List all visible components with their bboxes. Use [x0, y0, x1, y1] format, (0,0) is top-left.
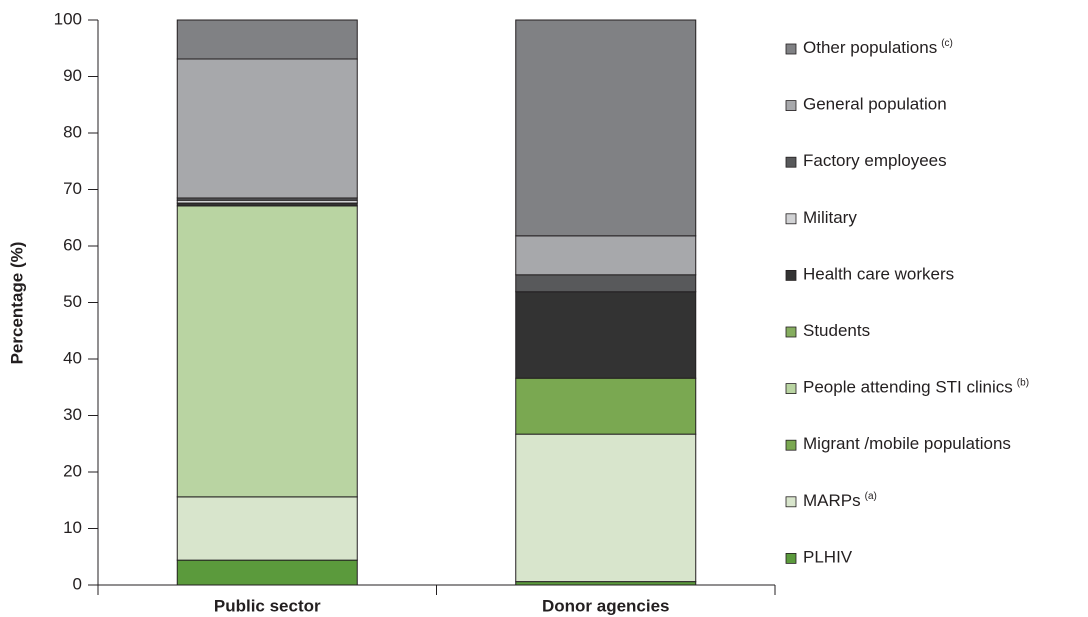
- bar-segment: [515, 433, 697, 583]
- legend-name: Health care workers: [803, 265, 954, 284]
- legend-name: MARPs: [803, 491, 861, 510]
- y-tick-label: 20: [63, 461, 82, 480]
- legend-label: Other populations (c): [803, 38, 953, 58]
- legend-label: Factory employees: [803, 152, 947, 171]
- legend-name: Students: [803, 321, 870, 340]
- bar-segment: [515, 19, 697, 237]
- legend-swatch: [785, 269, 797, 281]
- x-tick-label: Public sector: [214, 596, 321, 615]
- bar-segment: [515, 274, 697, 293]
- legend-swatch: [785, 553, 797, 564]
- y-axis-label: Percentage (%): [7, 242, 26, 365]
- legend-swatch: [785, 213, 797, 225]
- bar-segment: [515, 377, 697, 435]
- y-tick-label: 50: [63, 292, 82, 311]
- y-tick-label: 0: [73, 574, 82, 593]
- legend-label: Students: [803, 321, 870, 340]
- legend-label: General population: [803, 95, 947, 114]
- bar-segment: [176, 496, 358, 561]
- legend-label: Migrant /mobile populations: [803, 435, 1011, 454]
- x-tick-label: Donor agencies: [542, 596, 670, 615]
- legend-name: Other populations: [803, 38, 937, 57]
- legend-name: General population: [803, 95, 947, 114]
- bar-segment: [176, 19, 358, 60]
- legend-swatch: [785, 156, 797, 168]
- legend-swatch: [785, 439, 797, 451]
- y-tick-label: 10: [63, 518, 82, 537]
- y-tick-label: 90: [63, 66, 82, 85]
- legend-label: Military: [803, 208, 857, 227]
- legend-label: PLHIV: [803, 548, 853, 567]
- y-tick-label: 30: [63, 405, 82, 424]
- legend-label: MARPs (a): [803, 490, 877, 510]
- legend-swatch: [785, 43, 797, 55]
- legend-note: (a): [865, 490, 877, 501]
- legend-swatch: [785, 326, 797, 338]
- legend-note: (b): [1017, 377, 1029, 388]
- legend-swatch: [785, 100, 797, 111]
- y-tick-label: 100: [54, 9, 82, 28]
- y-tick-label: 80: [63, 122, 82, 141]
- legend-name: PLHIV: [803, 548, 853, 567]
- legend-note: (c): [941, 38, 953, 49]
- y-tick-label: 40: [63, 348, 82, 367]
- legend-name: People attending STI clinics: [803, 378, 1013, 397]
- legend-swatch: [785, 383, 797, 395]
- bar-segment: [176, 559, 358, 586]
- y-tick-label: 70: [63, 179, 82, 198]
- bar-segment: [176, 205, 358, 498]
- y-tick-label: 60: [63, 235, 82, 254]
- legend-swatch: [785, 496, 797, 508]
- legend-label: People attending STI clinics (b): [803, 377, 1029, 397]
- bar-segment: [515, 581, 697, 586]
- bar-segment: [515, 291, 697, 379]
- legend-label: Health care workers: [803, 265, 954, 284]
- legend-name: Migrant /mobile populations: [803, 435, 1011, 454]
- bar-segment: [515, 235, 697, 276]
- legend-name: Factory employees: [803, 152, 947, 171]
- bar-segment: [176, 58, 358, 199]
- legend-name: Military: [803, 208, 857, 227]
